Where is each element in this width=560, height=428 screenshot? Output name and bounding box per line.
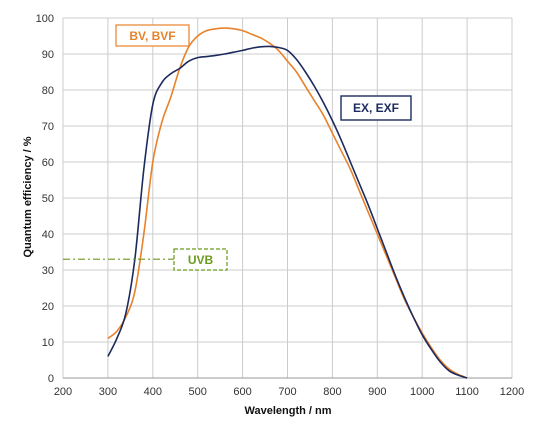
y-tick-label: 10 — [42, 337, 54, 349]
x-tick-label: 400 — [144, 386, 162, 398]
label-ex-text: EX, EXF — [353, 101, 399, 115]
y-tick-label: 100 — [36, 13, 54, 25]
y-tick-labels: 0 10 20 30 40 50 60 70 80 90 100 — [36, 13, 54, 385]
y-tick-label: 70 — [42, 121, 54, 133]
y-tick-label: 30 — [42, 265, 54, 277]
x-tick-labels: 200 300 400 500 600 700 800 900 1000 1100 1200 — [54, 386, 524, 398]
label-bv-box — [115, 24, 190, 47]
label-uvb-text: UVB — [188, 253, 214, 267]
label-uvb: UVB — [173, 248, 228, 271]
series-lines — [63, 27, 468, 379]
x-axis-title: Wavelength / nm — [245, 405, 332, 417]
x-tick-label: 600 — [233, 386, 251, 398]
x-tick-label: 1100 — [455, 386, 479, 398]
x-tick-label: 500 — [189, 386, 207, 398]
y-tick-label: 20 — [42, 301, 54, 313]
grid — [62, 17, 513, 379]
x-tick-label: 900 — [368, 386, 386, 398]
x-tick-label: 1200 — [500, 386, 524, 398]
label-bv-text: BV, BVF — [129, 29, 175, 43]
series-line-ex-exf — [107, 45, 468, 379]
y-tick-label: 80 — [42, 85, 54, 97]
label-ex: EX, EXF — [340, 95, 412, 121]
label-ex-box — [340, 95, 412, 121]
x-tick-label: 300 — [99, 386, 117, 398]
x-tick-label: 800 — [323, 386, 341, 398]
y-tick-label: 0 — [48, 373, 54, 385]
label-bv: BV, BVF — [115, 24, 190, 47]
y-tick-label: 50 — [42, 193, 54, 205]
x-tick-label: 200 — [54, 386, 72, 398]
label-uvb-box — [173, 248, 228, 271]
y-tick-label: 40 — [42, 229, 54, 241]
x-tick-label: 700 — [278, 386, 296, 398]
y-axis-title: Quantum efficiency / % — [22, 136, 34, 257]
y-tick-label: 60 — [42, 157, 54, 169]
x-tick-label: 1000 — [410, 386, 434, 398]
y-tick-label: 90 — [42, 49, 54, 61]
